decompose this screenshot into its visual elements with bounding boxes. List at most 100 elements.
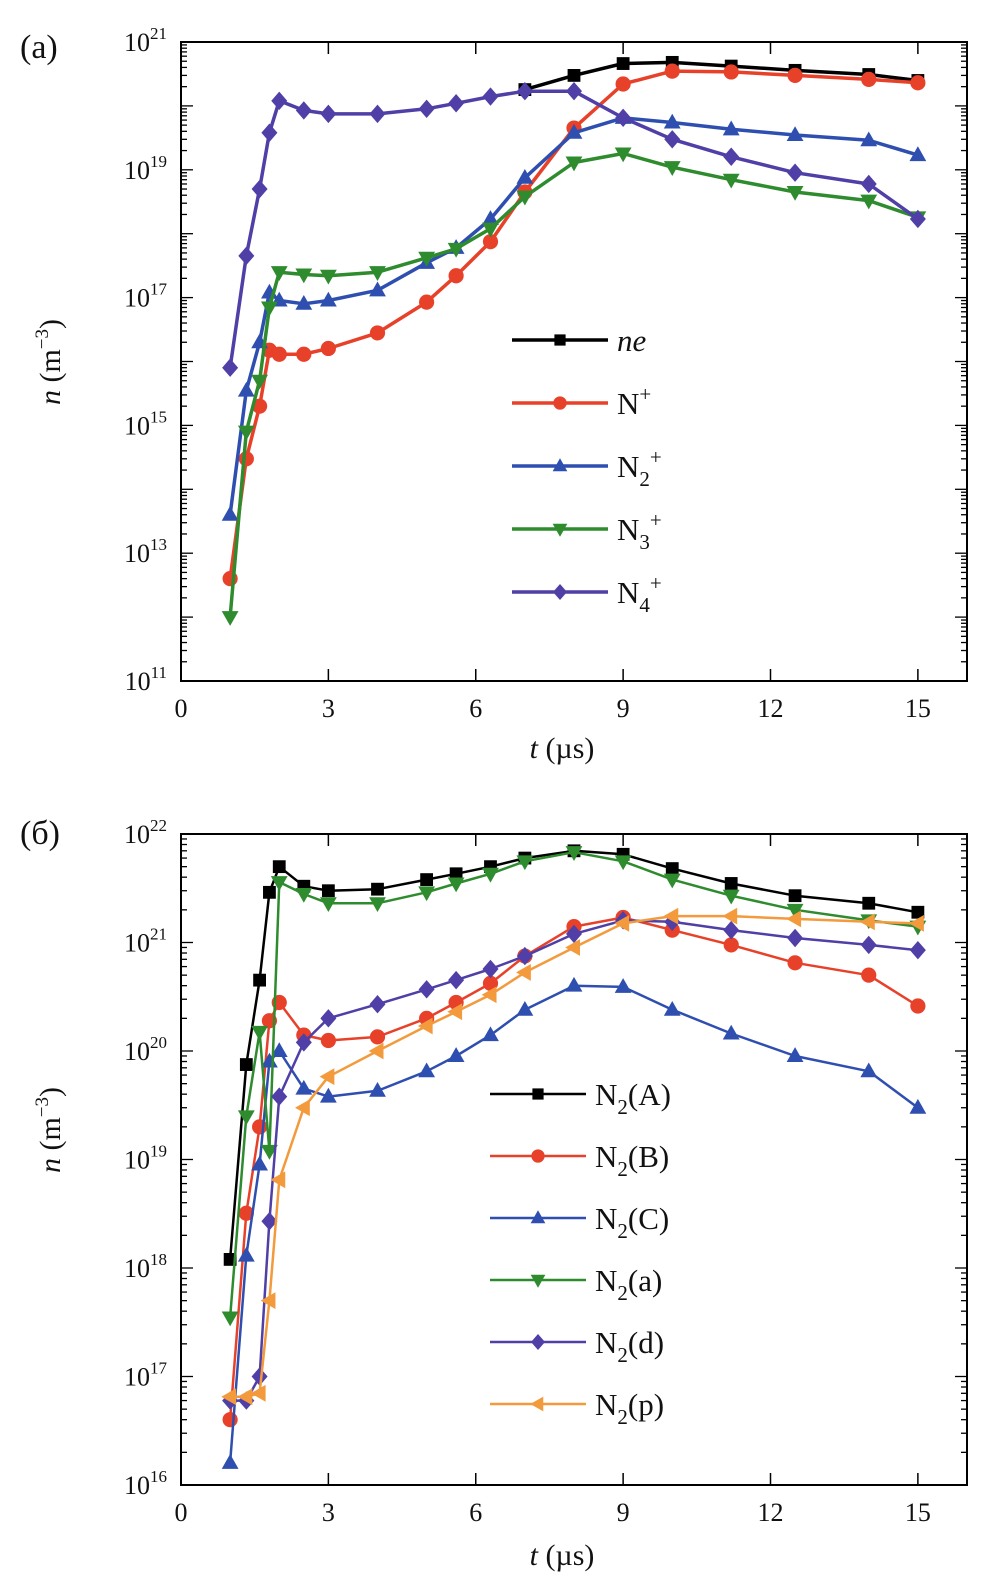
data-point — [251, 374, 268, 390]
data-point — [251, 1155, 268, 1171]
data-point — [860, 131, 878, 147]
data-point — [369, 1029, 386, 1045]
data-point — [787, 67, 803, 84]
data-point — [295, 1079, 313, 1095]
legend-label: N3+ — [617, 508, 662, 554]
data-point — [663, 907, 679, 925]
data-point — [909, 914, 924, 932]
data-point — [418, 251, 436, 267]
x-tick-label: 12 — [758, 1498, 784, 1527]
data-point — [616, 57, 630, 70]
x-tick-label: 15 — [905, 694, 931, 723]
data-point — [861, 71, 877, 87]
data-point — [261, 301, 278, 317]
data-point — [270, 1042, 288, 1057]
data-point — [615, 76, 631, 92]
data-point — [860, 194, 878, 210]
data-point — [786, 1047, 804, 1062]
data-point — [909, 209, 926, 229]
data-point — [909, 940, 926, 960]
y-tick-label: 1022 — [124, 816, 167, 849]
data-point — [787, 928, 804, 948]
data-point — [251, 1367, 268, 1386]
legend-label: N2(d) — [595, 1325, 664, 1367]
y-tick-label: 1017 — [124, 1359, 168, 1392]
data-point — [369, 281, 386, 297]
data-point — [369, 897, 386, 913]
x-tick-label: 15 — [905, 1498, 931, 1527]
legend-entry: N2(p) — [490, 1387, 664, 1429]
legend-entry: N4+ — [512, 571, 662, 617]
series-n2c — [221, 976, 927, 1469]
y-axis-title: n (m−3) — [32, 1087, 67, 1173]
y-tick-label: 1018 — [124, 1250, 167, 1283]
series-n3plus — [221, 147, 927, 626]
data-point — [320, 340, 336, 357]
legend-entry: N2(a) — [490, 1263, 662, 1305]
legend-entry: N3+ — [512, 508, 662, 554]
legend-marker-diamond-icon — [531, 1333, 545, 1351]
data-point — [271, 346, 287, 362]
legend-label: N2+ — [617, 445, 662, 491]
x-axis-title: t (µs) — [530, 1539, 595, 1572]
data-point — [295, 268, 313, 284]
data-point — [516, 1000, 534, 1016]
data-point — [222, 358, 239, 377]
y-tick-label: 1019 — [124, 152, 167, 185]
series-nplus — [222, 63, 926, 587]
legend-label: N2(p) — [595, 1387, 664, 1429]
data-point — [237, 1388, 253, 1406]
data-point — [420, 873, 434, 886]
data-point — [723, 920, 740, 940]
data-point — [237, 1110, 255, 1126]
data-point — [369, 994, 386, 1014]
data-point — [296, 346, 312, 362]
data-point — [516, 168, 534, 184]
panel-a: (a) 0 3 6 9 12 15 1011 1013 1015 1017 1019 1021 t (µs… — [20, 24, 968, 765]
legend-entry: N2(A) — [490, 1077, 671, 1119]
y-tick-label: 1020 — [124, 1033, 167, 1066]
y-tick-label: 1019 — [124, 1142, 167, 1175]
x-tick-label: 3 — [322, 1498, 335, 1527]
data-point — [319, 291, 337, 307]
series-line — [228, 151, 919, 618]
data-point — [663, 1000, 681, 1016]
data-point — [786, 185, 804, 201]
series-n2a — [221, 846, 927, 1327]
legend-marker-circle-icon — [553, 396, 567, 410]
y-axis-title: n (m−3) — [32, 319, 67, 405]
data-point — [221, 505, 239, 521]
data-point — [482, 210, 499, 225]
legend-entry: N2(B) — [490, 1139, 669, 1181]
data-point — [786, 903, 804, 919]
data-point — [320, 1009, 337, 1028]
data-point — [418, 980, 435, 999]
data-point — [787, 955, 803, 971]
data-point — [319, 1087, 337, 1103]
data-point — [516, 855, 534, 871]
data-point — [221, 1311, 239, 1327]
data-point — [238, 451, 254, 467]
data-point — [615, 108, 632, 128]
data-point — [482, 975, 499, 991]
y-tick-label: 1011 — [125, 663, 167, 696]
legend-marker-square-icon — [554, 334, 566, 346]
data-point — [369, 1081, 386, 1097]
data-point — [663, 113, 681, 129]
legend-label: ne — [617, 323, 647, 358]
y-tick-label: 1021 — [124, 24, 167, 57]
data-point — [448, 970, 465, 990]
data-point — [614, 978, 632, 993]
data-point — [859, 913, 875, 931]
data-point — [238, 1205, 254, 1221]
series-n4plus — [222, 81, 926, 377]
legend-entry: N2(C) — [490, 1201, 669, 1243]
data-point — [447, 242, 465, 258]
data-point — [860, 174, 877, 194]
data-point — [447, 1047, 465, 1062]
legend-label: N2(C) — [595, 1201, 669, 1243]
data-point — [250, 1384, 266, 1402]
data-point — [260, 1292, 276, 1310]
series-line — [524, 60, 919, 92]
data-point — [786, 910, 802, 928]
